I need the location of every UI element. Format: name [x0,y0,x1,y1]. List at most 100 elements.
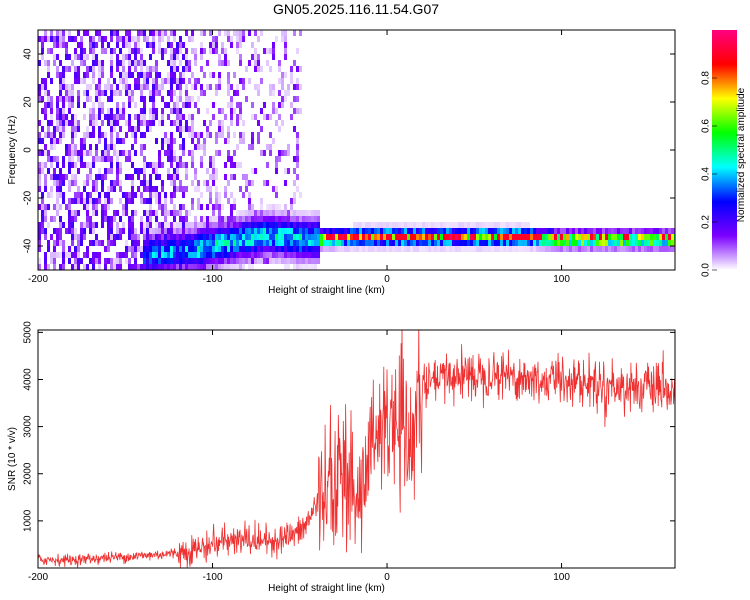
heatmap-cell [206,168,209,174]
heatmap-cell [77,234,80,240]
heatmap-cell [446,222,449,228]
heatmap-cell [146,198,149,204]
heatmap-cell [626,228,629,234]
heatmap-cell [53,132,56,138]
heatmap-cell [260,228,263,234]
heatmap-cell [200,246,203,252]
heatmap-cell [455,228,458,234]
heatmap-cell [173,246,176,252]
y-tick-label: -40 [23,238,34,253]
heatmap-cell [53,156,56,162]
heatmap-cell [143,228,146,234]
heatmap-cell [224,234,227,240]
heatmap-cell [242,192,245,198]
heatmap-cell [59,36,62,42]
heatmap-cell [500,234,503,240]
heatmap-cell [50,138,53,144]
heatmap-cell [89,144,92,150]
heatmap-cell [149,108,152,114]
heatmap-cell [80,60,83,66]
heatmap-cell [80,234,83,240]
heatmap-cell [233,252,236,258]
heatmap-cell [119,60,122,66]
heatmap-cell [125,120,128,126]
heatmap-cell [347,240,350,246]
heatmap-cell [308,234,311,240]
heatmap-cell [164,198,167,204]
heatmap-cell [248,192,251,198]
heatmap-cell [278,246,281,252]
heatmap-cell [74,120,77,126]
heatmap-cell [116,156,119,162]
heatmap-cell [179,42,182,48]
heatmap-cell [524,234,527,240]
heatmap-cell [269,144,272,150]
heatmap-cell [236,240,239,246]
heatmap-cell [242,78,245,84]
heatmap-cell [74,210,77,216]
heatmap-cell [218,252,221,258]
heatmap-cell [92,264,95,270]
heatmap-cell [158,246,161,252]
heatmap-cell [281,102,284,108]
heatmap-cell [215,246,218,252]
heatmap-cell [83,180,86,186]
heatmap-cell [68,150,71,156]
heatmap-cell [299,84,302,90]
heatmap-cell [119,264,122,270]
heatmap-cell [554,240,557,246]
heatmap-cell [152,36,155,42]
heatmap-cell [305,252,308,258]
heatmap-cell [380,228,383,234]
heatmap-cell [164,264,167,270]
heatmap-cell [62,36,65,42]
heatmap-cell [614,228,617,234]
heatmap-cell [242,222,245,228]
heatmap-cell [272,42,275,48]
heatmap-cell [659,246,662,252]
heatmap-cell [635,246,638,252]
heatmap-cell [509,246,512,252]
heatmap-cell [275,252,278,258]
heatmap-cell [119,126,122,132]
heatmap-cell [233,246,236,252]
heatmap-cell [137,60,140,66]
heatmap-cell [353,234,356,240]
heatmap-cell [386,246,389,252]
heatmap-cell [314,246,317,252]
heatmap-cell [248,30,251,36]
heatmap-cell [89,192,92,198]
heatmap-cell [575,234,578,240]
heatmap-cell [92,66,95,72]
heatmap-cell [77,246,80,252]
heatmap-cell [209,162,212,168]
heatmap-cell [233,234,236,240]
heatmap-cell [221,234,224,240]
heatmap-cell [47,96,50,102]
heatmap-cell [104,36,107,42]
heatmap-cell [185,222,188,228]
heatmap-cell [134,246,137,252]
heatmap-cell [47,66,50,72]
heatmap-cell [83,138,86,144]
heatmap-cell [41,138,44,144]
heatmap-cell [266,246,269,252]
heatmap-cell [98,126,101,132]
heatmap-cell [140,246,143,252]
heatmap-cell [248,60,251,66]
heatmap-cell [191,204,194,210]
heatmap-cell [41,108,44,114]
heatmap-cell [188,246,191,252]
heatmap-cell [101,108,104,114]
heatmap-cell [110,228,113,234]
heatmap-cell [89,216,92,222]
heatmap-cell [245,240,248,246]
heatmap-cell [77,126,80,132]
heatmap-cell [659,240,662,246]
heatmap-cell [167,114,170,120]
heatmap-cell [122,150,125,156]
heatmap-cell [506,240,509,246]
heatmap-cell [191,240,194,246]
heatmap-cell [221,216,224,222]
heatmap-cell [98,60,101,66]
